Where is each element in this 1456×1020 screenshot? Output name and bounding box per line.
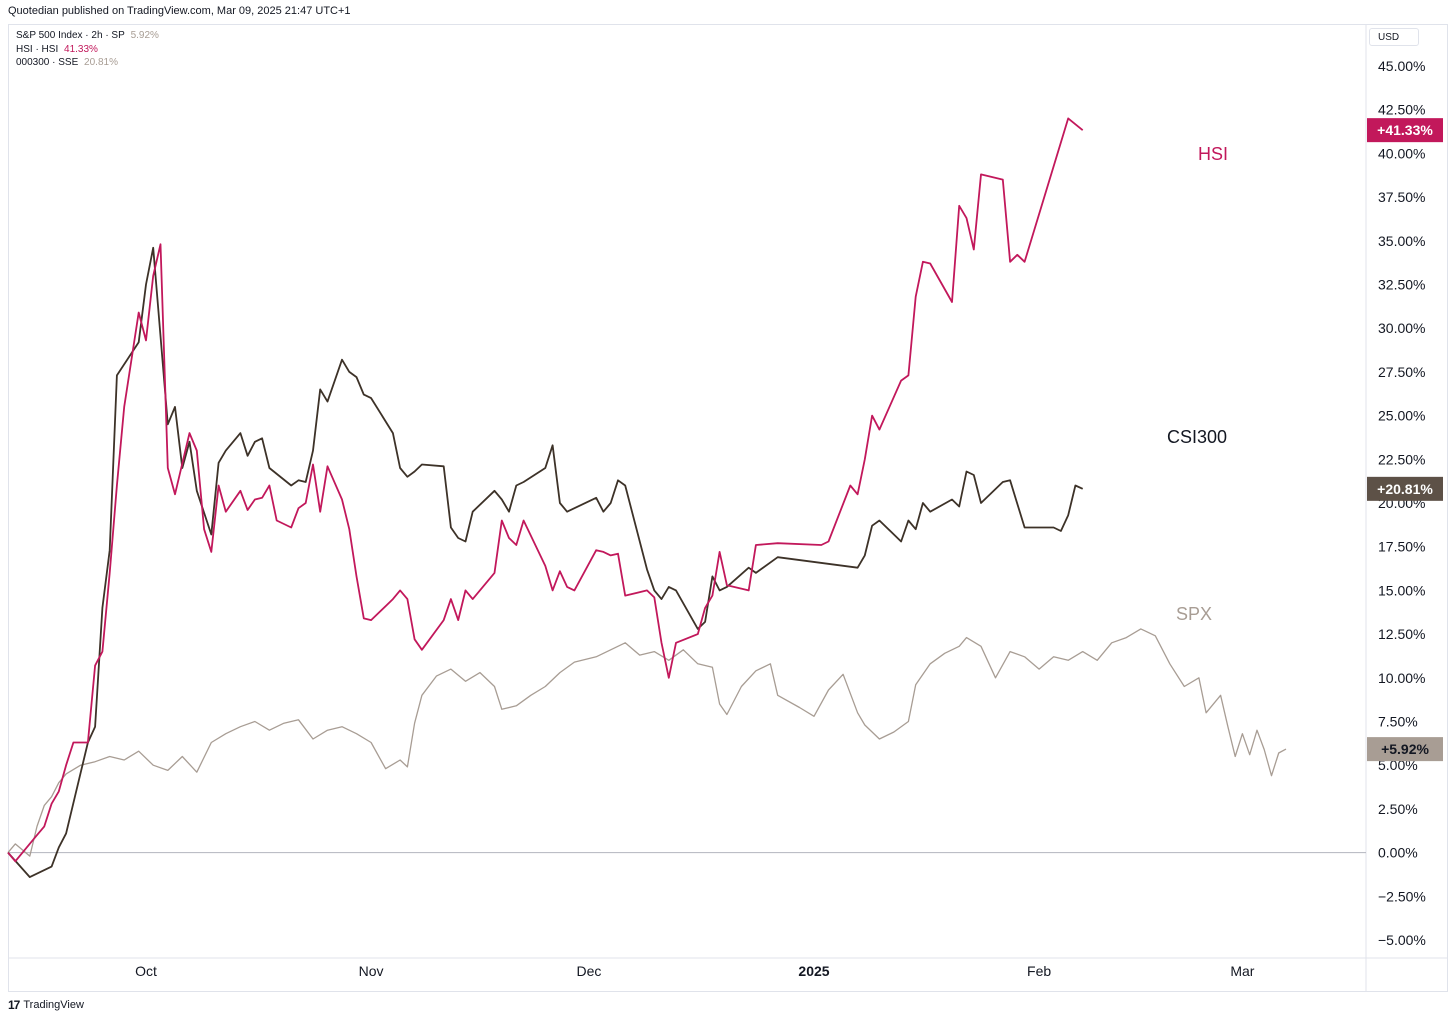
last-value-badge-spx — [1367, 737, 1443, 762]
publisher-text: Quotedian published on TradingView.com, … — [8, 5, 351, 17]
y-tick-label: 25.00% — [1378, 408, 1425, 424]
y-tick-label: 5.00% — [1378, 757, 1418, 773]
x-tick-label: Feb — [1027, 963, 1051, 979]
last-value-label-csi300: +20.81% — [1377, 481, 1433, 497]
x-tick-label: Dec — [576, 963, 601, 979]
chart-frame — [8, 24, 1448, 992]
y-tick-label: 22.50% — [1378, 451, 1425, 467]
last-value-badge-csi300 — [1367, 476, 1443, 501]
legend-value: 20.81% — [84, 57, 118, 68]
legend-row-hsi[interactable]: HSI · HSI 41.33% — [16, 43, 162, 57]
y-tick-label: 35.00% — [1378, 233, 1425, 249]
x-tick-label: Oct — [135, 963, 157, 979]
legend-value: 41.33% — [64, 43, 98, 55]
y-tick-label: 42.50% — [1378, 102, 1425, 118]
legend-row-csi300[interactable]: 000300 · SSE 20.81% — [16, 56, 162, 70]
series-label-csi300: CSI300 — [1167, 427, 1227, 447]
y-tick-label: 2.50% — [1378, 801, 1418, 817]
x-tick-label: Mar — [1230, 963, 1254, 979]
currency-selector[interactable]: USD — [1369, 28, 1419, 46]
y-tick-label: 45.00% — [1378, 58, 1425, 74]
y-tick-label: −2.50% — [1378, 888, 1426, 904]
y-tick-label: 30.00% — [1378, 320, 1425, 336]
y-tick-label: 10.00% — [1378, 670, 1425, 686]
tradingview-logo-text: TradingView — [23, 999, 84, 1011]
y-tick-label: 15.00% — [1378, 582, 1425, 598]
legend: S&P 500 Index · 2h · SP 5.92% HSI · HSI … — [16, 29, 162, 70]
legend-name: S&P 500 Index · 2h · SP — [16, 30, 125, 41]
series-line-hsi — [7, 117, 1084, 863]
series-label-spx: SPX — [1176, 604, 1212, 624]
last-value-badge-hsi — [1367, 118, 1443, 143]
x-tick-label: 2025 — [798, 963, 829, 979]
last-value-label-hsi: +41.33% — [1377, 122, 1433, 138]
tradingview-logo-icon: 17 — [8, 998, 20, 1012]
y-tick-label: 32.50% — [1378, 277, 1425, 293]
y-tick-label: −5.00% — [1378, 932, 1426, 948]
legend-row-spx[interactable]: S&P 500 Index · 2h · SP 5.92% — [16, 29, 162, 43]
y-tick-label: 27.50% — [1378, 364, 1425, 380]
legend-name: HSI · HSI — [16, 43, 59, 55]
last-value-label-spx: +5.92% — [1381, 741, 1429, 757]
tradingview-logo[interactable]: 17 TradingView — [8, 998, 84, 1012]
series-line-spx — [7, 628, 1287, 857]
y-tick-label: 12.50% — [1378, 626, 1425, 642]
series-line-csi300 — [7, 246, 1084, 878]
series-label-hsi: HSI — [1198, 144, 1228, 164]
y-tick-label: 0.00% — [1378, 845, 1418, 861]
legend-name: 000300 · SSE — [16, 57, 79, 68]
y-tick-label: 7.50% — [1378, 714, 1418, 730]
y-tick-label: 17.50% — [1378, 539, 1425, 555]
x-tick-label: Nov — [359, 963, 384, 979]
y-tick-label: 37.50% — [1378, 189, 1425, 205]
y-tick-label: 40.00% — [1378, 145, 1425, 161]
legend-value: 5.92% — [130, 30, 159, 41]
